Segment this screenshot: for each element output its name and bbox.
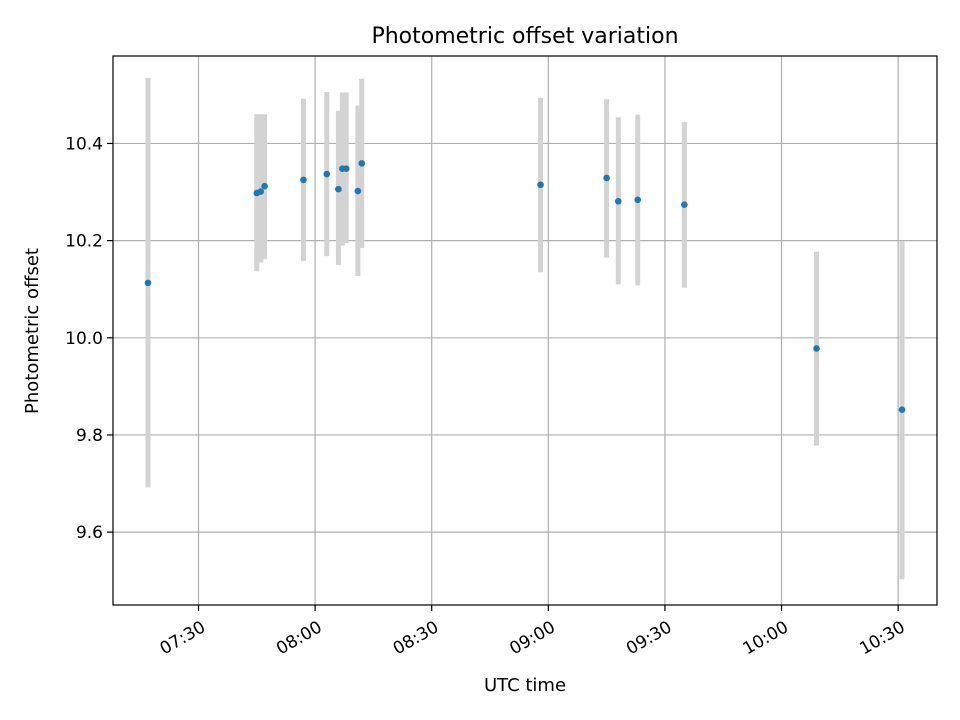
data-point bbox=[813, 345, 820, 352]
data-point bbox=[354, 187, 362, 195]
y-axis-label: Photometric offset bbox=[22, 248, 43, 414]
data-point bbox=[323, 170, 331, 178]
data-point bbox=[358, 160, 366, 167]
data-point bbox=[537, 181, 544, 189]
data-point bbox=[257, 188, 264, 195]
y-tick-label: 10.0 bbox=[65, 329, 103, 349]
y-tick-label: 10.2 bbox=[65, 232, 103, 252]
y-tick-label: 10.4 bbox=[65, 134, 103, 154]
chart-title: Photometric offset variation bbox=[371, 24, 678, 49]
y-axis-ticks: 9.6 9.8 10.0 10.2 10.4 bbox=[65, 134, 113, 543]
x-axis-label: UTC time bbox=[484, 675, 566, 696]
data-point bbox=[603, 174, 610, 182]
data-point bbox=[898, 406, 906, 413]
data-point bbox=[342, 165, 350, 173]
data-point bbox=[300, 176, 307, 184]
data-point bbox=[681, 201, 688, 208]
data-point bbox=[261, 182, 268, 190]
plot-area bbox=[113, 56, 937, 605]
data-point bbox=[634, 196, 642, 204]
y-tick-label: 9.6 bbox=[76, 523, 103, 543]
grid-lines bbox=[113, 56, 937, 605]
data-point bbox=[335, 185, 342, 193]
data-point bbox=[614, 197, 622, 205]
axes-frame bbox=[112, 55, 938, 606]
data-point bbox=[144, 279, 152, 287]
data-points bbox=[144, 160, 906, 413]
y-tick-label: 9.8 bbox=[76, 426, 103, 446]
